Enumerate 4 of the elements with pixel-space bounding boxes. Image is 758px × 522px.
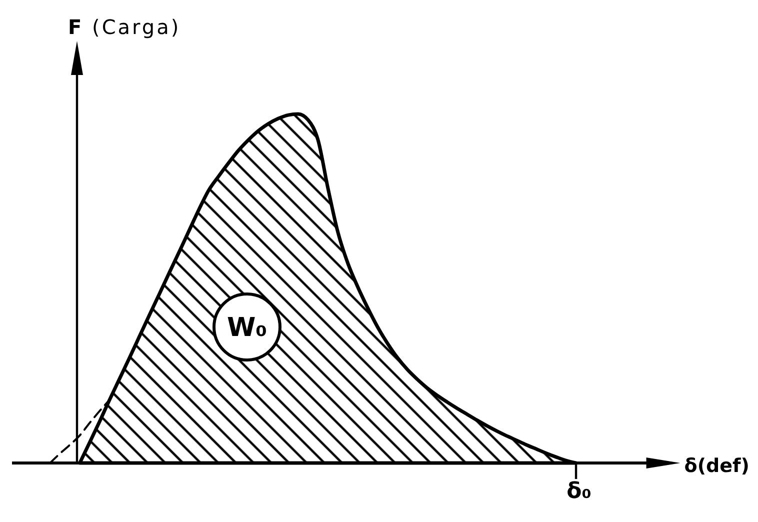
- x-axis-title: δ(def): [684, 455, 750, 477]
- y-axis-title: F (Carga): [68, 15, 181, 39]
- text: δ₀: [566, 479, 592, 504]
- annotation: W₀: [226, 313, 268, 344]
